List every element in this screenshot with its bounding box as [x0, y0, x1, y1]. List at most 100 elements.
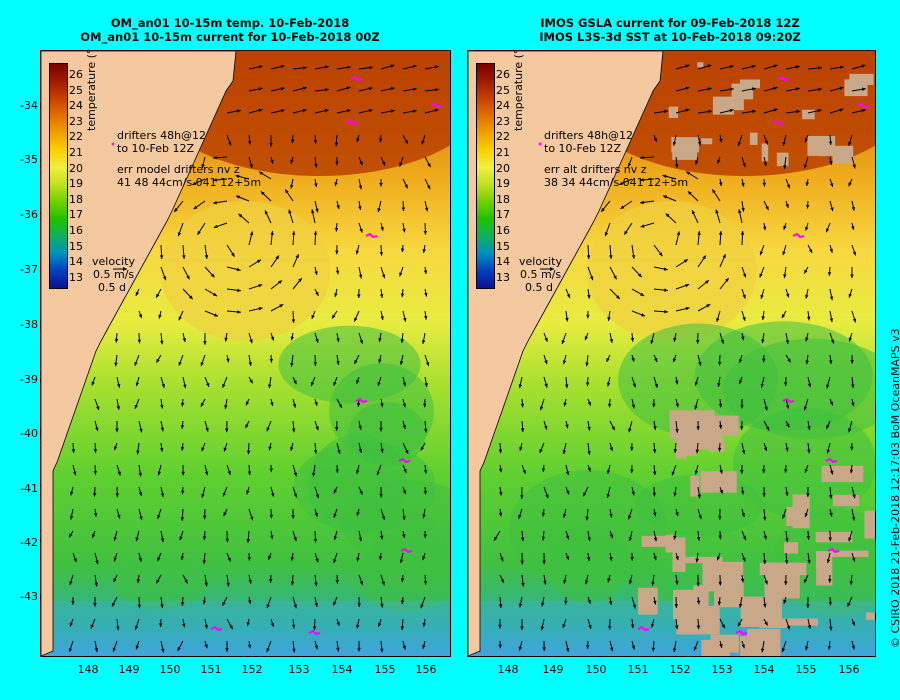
- velocity-arrowhead: [93, 449, 98, 453]
- velocity-arrowhead: [601, 207, 605, 212]
- velocity-arrowhead: [651, 647, 656, 652]
- velocity-arrowhead: [204, 255, 209, 259]
- velocity-arrowhead: [434, 108, 439, 113]
- velocity-arrowhead: [336, 338, 340, 343]
- velocity-arrowhead: [738, 209, 742, 214]
- colorbar-tick-label: 24: [496, 99, 510, 113]
- cloud-mask-patch: [668, 106, 678, 118]
- drifter-track: [735, 629, 748, 636]
- velocity-arrowhead: [717, 383, 721, 387]
- velocity-arrowhead: [333, 559, 337, 564]
- velocity-arrowhead: [675, 512, 679, 517]
- velocity-arrowhead: [113, 446, 118, 451]
- velocity-arrowhead: [295, 254, 299, 259]
- velocity-arrowhead: [315, 494, 320, 499]
- velocity-arrowhead: [717, 601, 722, 606]
- velocity-arrowhead: [861, 64, 866, 68]
- velocity-arrowhead: [651, 581, 655, 586]
- velocity-arrowhead: [246, 490, 250, 495]
- velocity-arrowhead: [290, 184, 294, 189]
- velocity-arrowhead: [544, 425, 548, 430]
- velocity-arrowhead: [137, 339, 142, 344]
- velocity-arrowhead: [293, 380, 297, 385]
- velocity-arrowhead: [402, 425, 406, 429]
- velocity-arrowhead: [115, 428, 119, 433]
- velocity-arrowhead: [640, 155, 644, 160]
- velocity-arrowhead: [620, 205, 625, 209]
- velocity-arrowhead: [565, 471, 570, 476]
- velocity-arrowhead: [115, 493, 120, 498]
- cloud-mask-patch: [678, 556, 723, 564]
- colorbar-tick-label: 19: [496, 177, 510, 191]
- velocity-arrowhead: [852, 164, 856, 169]
- velocity-arrowhead: [729, 65, 734, 69]
- velocity-arrowhead: [390, 86, 395, 91]
- cloud-mask-patch: [700, 471, 737, 493]
- velocity-arrowhead: [807, 426, 811, 431]
- velocity-arrowhead: [565, 555, 569, 560]
- velocity-arrowhead: [423, 315, 428, 320]
- velocity-arrowhead: [742, 163, 746, 168]
- velocity-arrowhead: [716, 317, 720, 322]
- velocity-arrowhead: [607, 625, 612, 630]
- velocity-arrowhead: [422, 644, 426, 649]
- drifter-track: [772, 119, 785, 126]
- longitude-tick-label: 151: [627, 663, 649, 676]
- velocity-arrowhead: [696, 340, 700, 344]
- velocity-arrowhead: [238, 213, 243, 218]
- cloud-mask-patch: [641, 535, 677, 547]
- velocity-arrowhead: [741, 207, 745, 212]
- velocity-arrowhead: [380, 603, 384, 608]
- cloud-mask-patch: [697, 62, 704, 68]
- velocity-arrowhead: [829, 401, 833, 406]
- drifters-label: drifters 48h@12: [544, 129, 634, 142]
- velocity-arrowhead: [851, 206, 856, 211]
- velocity-arrowhead: [739, 426, 744, 430]
- velocity-arrowhead: [783, 165, 787, 169]
- velocity-arrowhead: [828, 141, 833, 146]
- velocity-arrowhead: [224, 337, 228, 342]
- velocity-arrowhead: [182, 623, 186, 628]
- velocity-arrowhead: [236, 109, 241, 113]
- velocity-arrowhead: [291, 428, 296, 433]
- velocity-arrowhead: [324, 65, 329, 69]
- velocity-arrowhead: [247, 644, 252, 649]
- velocity-arrowhead: [401, 207, 406, 212]
- drifters-date: to 10-Feb 12Z: [117, 142, 195, 155]
- colorbar-tick-label: 20: [496, 161, 510, 175]
- velocity-arrowhead: [518, 646, 523, 651]
- velocity-arrowhead: [325, 88, 329, 92]
- velocity-arrowhead: [696, 426, 700, 431]
- velocity-arrowhead: [312, 626, 317, 631]
- velocity-arrowhead: [762, 469, 766, 474]
- velocity-arrowhead: [828, 601, 833, 606]
- velocity-arrowhead: [606, 357, 610, 362]
- drifter-track: [825, 457, 838, 464]
- velocity-arrowhead: [696, 582, 700, 587]
- longitude-tick-label: 154: [753, 663, 775, 676]
- velocity-arrowhead: [269, 143, 273, 147]
- velocity-arrowhead: [586, 645, 590, 649]
- velocity-arrowhead: [402, 403, 406, 408]
- velocity-arrowhead: [518, 514, 522, 519]
- velocity-arrowhead: [631, 404, 636, 409]
- velocity-arrowhead: [718, 516, 722, 520]
- drifter-track: [782, 397, 795, 404]
- velocity-arrowhead: [520, 428, 525, 432]
- velocity-arrowhead: [828, 578, 832, 583]
- velocity-arrowhead: [269, 579, 273, 583]
- model-temperature-map: 26 25 24 23 22 21 20 19 18 17 16 15 14 13 temperature…: [40, 50, 451, 657]
- error-stats-line-2: 41 48 44cm/s 041 12+5m: [117, 176, 262, 189]
- velocity-arrowhead: [773, 108, 778, 112]
- velocity-arrowhead: [763, 535, 767, 540]
- velocity-arrowhead: [313, 449, 318, 454]
- velocity-arrowhead: [650, 340, 654, 345]
- velocity-arrowhead: [787, 358, 791, 363]
- velocity-arrowhead: [719, 469, 723, 474]
- cloud-mask-patch: [761, 143, 769, 162]
- velocity-arrowhead: [782, 251, 786, 256]
- error-stats: err model drifters nv z 41 48 44cm/s 041…: [117, 163, 261, 189]
- velocity-arrowhead: [180, 490, 185, 495]
- velocity-arrowhead: [830, 207, 834, 212]
- velocity-arrowhead: [266, 604, 270, 609]
